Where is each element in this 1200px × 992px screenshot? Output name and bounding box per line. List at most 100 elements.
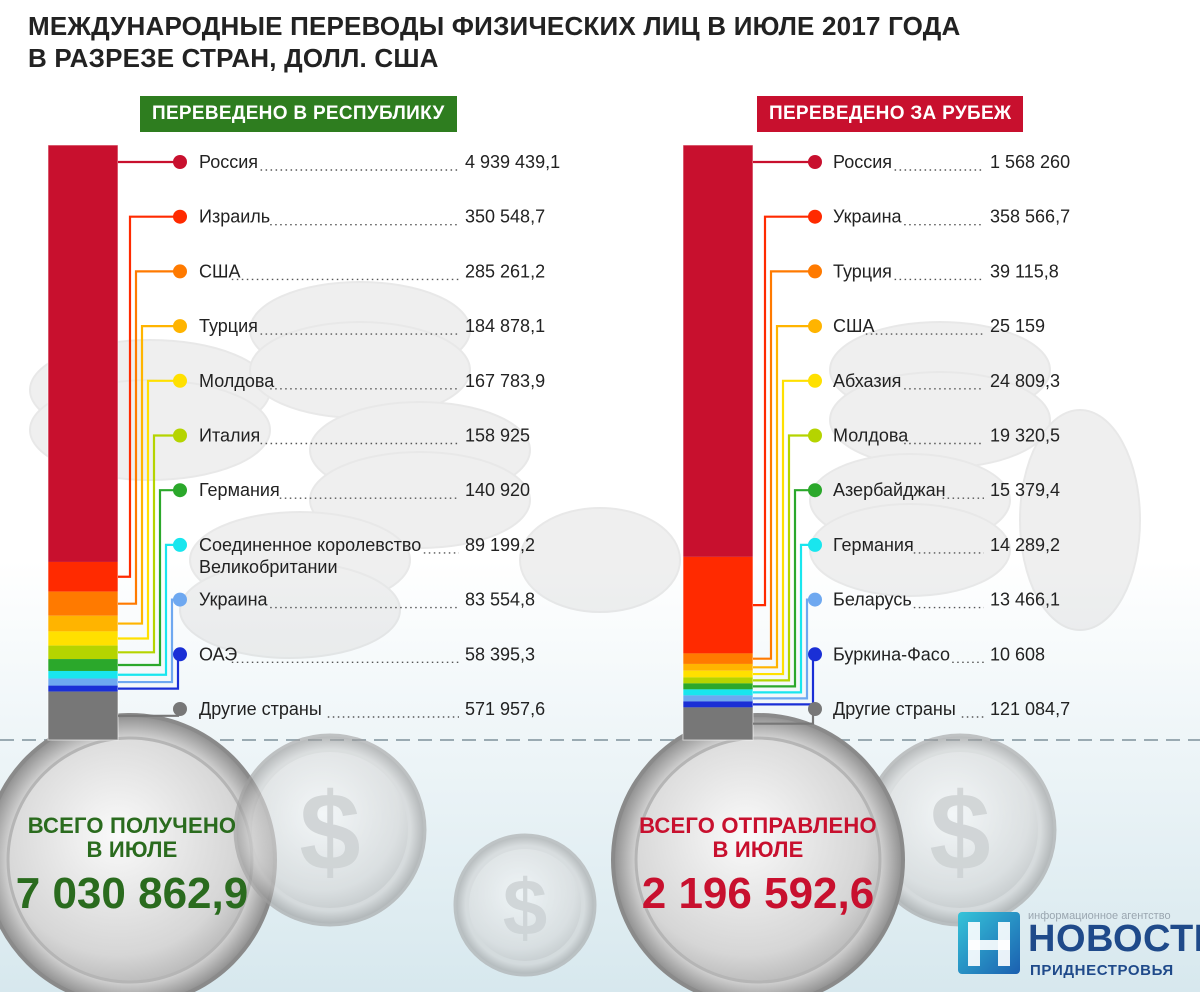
country-label-3: США: [199, 261, 241, 281]
bar-segment-1: [683, 145, 753, 557]
country-value-11: 571 957,6: [465, 699, 545, 719]
country-label-10: Буркина-Фасо: [833, 644, 950, 664]
leader-line-2: [118, 215, 180, 578]
leader-line-3: [753, 270, 815, 660]
country-label-4: США: [833, 316, 875, 336]
legend-dot-3: [808, 264, 822, 279]
bar-segment-9: [683, 695, 753, 702]
bar-segment-4: [683, 663, 753, 671]
country-value-1: 1 568 260: [990, 152, 1070, 172]
coin-right: [611, 713, 905, 992]
country-label-5: Молдова: [199, 371, 275, 391]
legend-dot-9: [808, 592, 822, 607]
logo: информационное агентство НОВОСТИ ПРИДНЕС…: [956, 908, 1200, 984]
country-value-6: 158 925: [465, 426, 530, 446]
country-value-8: 14 289,2: [990, 535, 1060, 555]
country-value-3: 39 115,8: [990, 261, 1059, 281]
page-title: МЕЖДУНАРОДНЫЕ ПЕРЕВОДЫ ФИЗИЧЕСКИХ ЛИЦ В …: [28, 10, 960, 74]
country-value-1: 4 939 439,1: [465, 152, 560, 172]
bar-segment-2: [48, 561, 118, 592]
country-label-1: Россия: [833, 152, 892, 172]
legend-dot-10: [173, 647, 187, 662]
bar-segment-11: [48, 691, 118, 740]
leader-line-5: [118, 379, 180, 640]
country-label-3: Турция: [833, 261, 892, 281]
country-value-8: 89 199,2: [465, 535, 535, 555]
legend-dot-6: [173, 428, 187, 443]
country-label-11: Другие страны: [833, 699, 956, 719]
bar-segment-11: [683, 707, 753, 740]
logo-name: НОВОСТИ: [1028, 918, 1200, 960]
total-received: ВСЕГО ПОЛУЧЕНО В ИЮЛЕ 7 030 862,9: [0, 814, 264, 920]
country-value-3: 285 261,2: [465, 261, 545, 281]
bar-segment-6: [683, 677, 753, 684]
country-label-9: Беларусь: [833, 590, 912, 610]
country-label-10: ОАЭ: [199, 644, 237, 664]
legend-dot-8: [173, 537, 187, 552]
country-label-7: Германия: [199, 480, 280, 500]
legend-dot-7: [173, 483, 187, 498]
logo-agency-label: информационное агентство: [1028, 910, 1171, 922]
country-label-6: Италия: [199, 426, 260, 446]
total-sent-label-2: В ИЮЛЕ: [712, 837, 804, 862]
total-sent-label-1: ВСЕГО ОТПРАВЛЕНО: [639, 813, 877, 838]
bar-segment-7: [48, 659, 118, 671]
bar-segment-1: [48, 145, 118, 562]
legend-dot-6: [808, 428, 822, 443]
country-value-9: 83 554,8: [465, 590, 535, 610]
logo-subname: ПРИДНЕСТРОВЬЯ: [1030, 962, 1174, 979]
bar-segment-10: [683, 701, 753, 708]
bar-segment-8: [683, 689, 753, 696]
bar-segment-6: [48, 645, 118, 660]
country-label-8: Германия: [833, 535, 914, 555]
country-value-5: 167 783,9: [465, 371, 545, 391]
bar-segment-9: [48, 678, 118, 686]
leader-line-7: [753, 489, 815, 688]
country-label-5: Абхазия: [833, 371, 901, 391]
legend-dot-7: [808, 483, 822, 498]
legend-dot-1: [173, 155, 187, 169]
country-label-7: Азербайджан: [833, 480, 946, 500]
bar-segment-3: [48, 591, 118, 616]
total-sent: ВСЕГО ОТПРАВЛЕНО В ИЮЛЕ 2 196 592,6: [626, 814, 890, 920]
legend-dot-9: [173, 592, 187, 607]
bar-segment-8: [48, 670, 118, 679]
total-received-value: 7 030 862,9: [15, 869, 249, 918]
bar-segment-4: [48, 615, 118, 632]
bar-segment-5: [48, 631, 118, 646]
country-value-2: 358 566,7: [990, 207, 1070, 227]
legend-dot-4: [808, 319, 822, 334]
leader-line-3: [118, 270, 180, 605]
country-label-1: Россия: [199, 152, 258, 172]
total-received-label-2: В ИЮЛЕ: [86, 837, 178, 862]
legend-dot-11: [808, 702, 822, 716]
country-label-9: Украина: [199, 590, 269, 610]
country-value-2: 350 548,7: [465, 207, 545, 227]
leader-line-7: [118, 489, 180, 667]
svg-text:$: $: [299, 771, 360, 894]
title-line-1: МЕЖДУНАРОДНЫЕ ПЕРЕВОДЫ ФИЗИЧЕСКИХ ЛИЦ В …: [28, 11, 961, 41]
country-value-4: 184 878,1: [465, 316, 545, 336]
country-value-11: 121 084,7: [990, 699, 1070, 719]
country-label-11: Другие страны: [199, 699, 322, 719]
leader-line-5: [753, 379, 815, 676]
legend-dot-10: [808, 647, 822, 662]
country-label-6: Молдова: [833, 426, 909, 446]
leader-line-11: [753, 707, 815, 725]
logo-mark-icon: [958, 912, 1020, 974]
bar-segment-5: [683, 670, 753, 678]
svg-text:$: $: [929, 771, 990, 894]
legend-dot-8: [808, 537, 822, 552]
country-value-7: 140 920: [465, 480, 530, 500]
country-label-8: Соединенное королевство Великобритании: [199, 535, 421, 577]
bar-segment-10: [48, 685, 118, 692]
leader-line-4: [753, 325, 815, 669]
legend-dot-2: [173, 209, 187, 224]
leader-line-6: [753, 434, 815, 682]
legend-dot-1: [808, 155, 822, 169]
country-value-5: 24 809,3: [990, 371, 1060, 391]
country-value-10: 58 395,3: [465, 644, 535, 664]
country-value-6: 19 320,5: [990, 426, 1060, 446]
